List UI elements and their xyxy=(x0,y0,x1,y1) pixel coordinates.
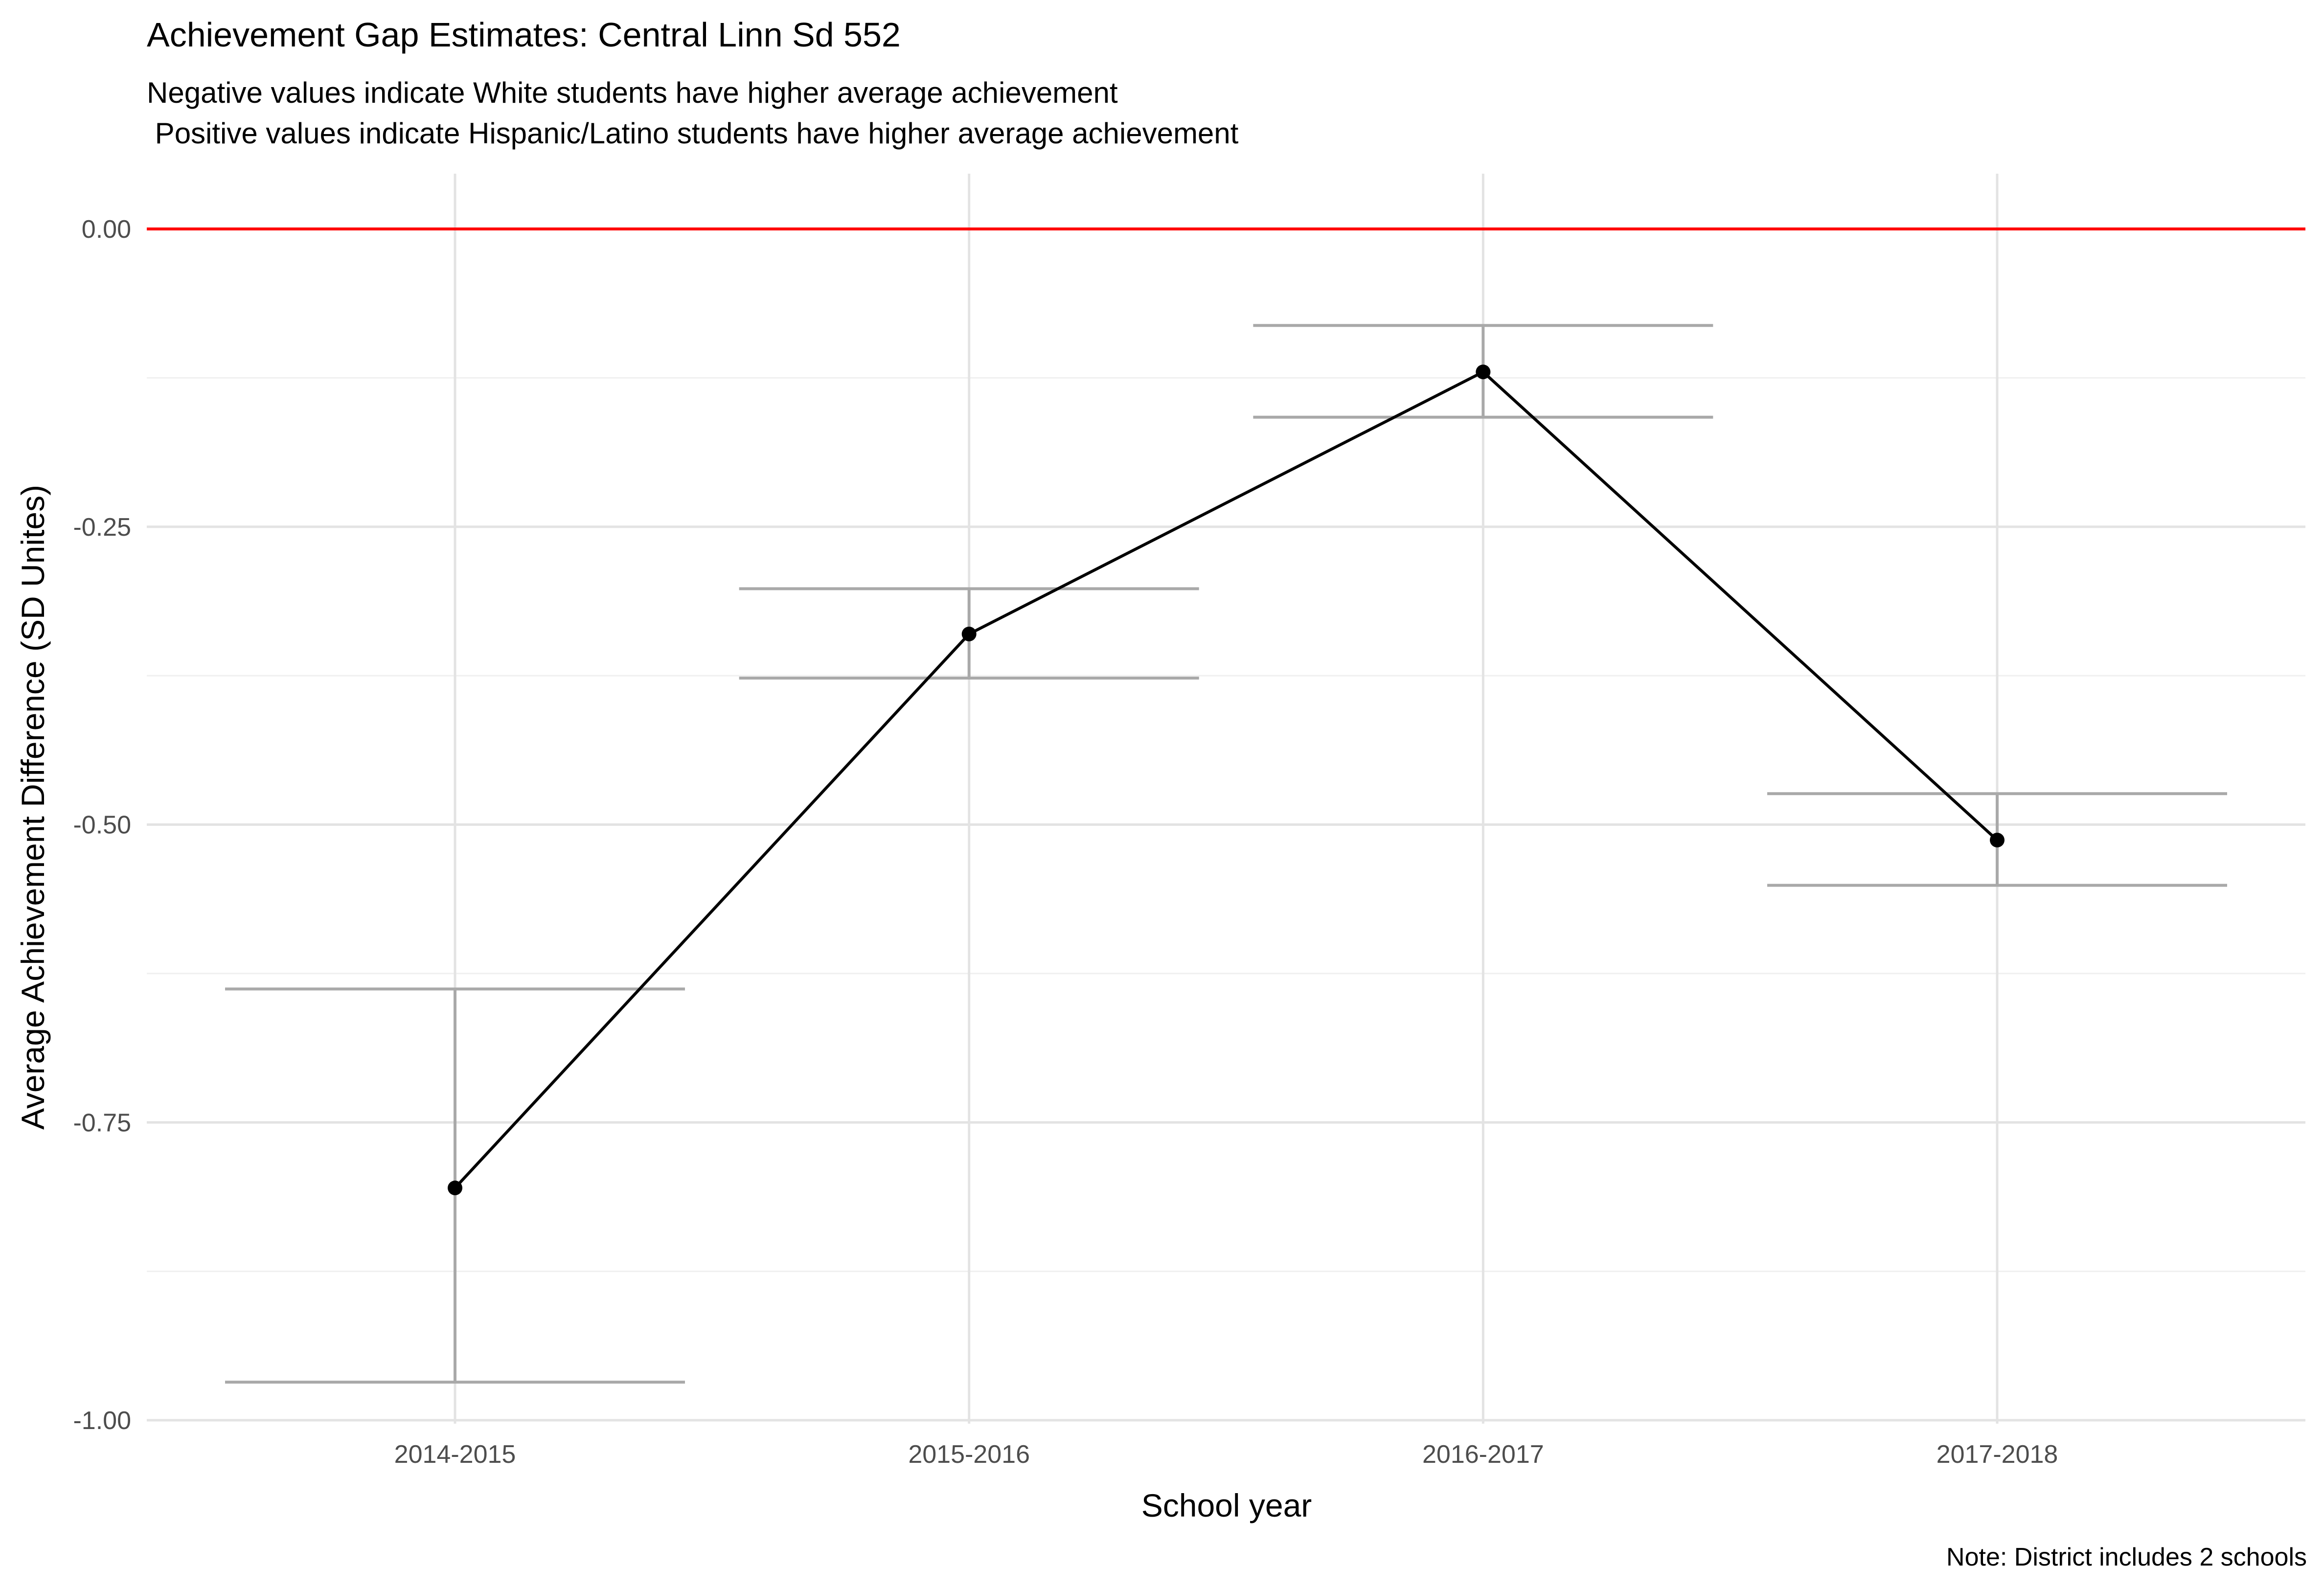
data-point xyxy=(1476,364,1491,380)
error-bars xyxy=(225,324,2227,1384)
x-axis-tick-labels: 2014-2015 2015-2016 2016-2017 2017-2018 xyxy=(394,1440,2058,1469)
chart-subtitle-line-2: Positive values indicate Hispanic/Latino… xyxy=(147,117,1239,150)
series-line xyxy=(454,370,1999,1189)
x-axis-title: School year xyxy=(1141,1487,1312,1523)
data-point xyxy=(1990,833,2005,848)
y-tick-label: -1.00 xyxy=(73,1407,131,1435)
x-tick-label: 2017-2018 xyxy=(1937,1440,2058,1469)
grid xyxy=(147,174,2305,1424)
data-point xyxy=(961,626,977,641)
data-points xyxy=(448,364,2005,1196)
x-tick-label: 2014-2015 xyxy=(394,1440,516,1469)
data-point xyxy=(448,1181,462,1196)
series-line-group xyxy=(454,370,1999,1189)
y-axis-title: Average Achievement Difference (SD Unite… xyxy=(15,485,51,1130)
y-tick-label: -0.25 xyxy=(73,513,131,542)
chart-caption: Note: District includes 2 schools xyxy=(1946,1543,2307,1571)
chart-subtitle-line-1: Negative values indicate White students … xyxy=(147,76,1118,109)
x-tick-label: 2015-2016 xyxy=(908,1440,1030,1469)
chart-title: Achievement Gap Estimates: Central Linn … xyxy=(147,16,901,54)
y-tick-label: -0.75 xyxy=(73,1109,131,1137)
y-axis-tick-labels: 0.00 -0.25 -0.50 -0.75 -1.00 xyxy=(73,215,131,1435)
y-tick-label: 0.00 xyxy=(82,215,131,244)
y-tick-label: -0.50 xyxy=(73,811,131,840)
x-tick-label: 2016-2017 xyxy=(1422,1440,1544,1469)
